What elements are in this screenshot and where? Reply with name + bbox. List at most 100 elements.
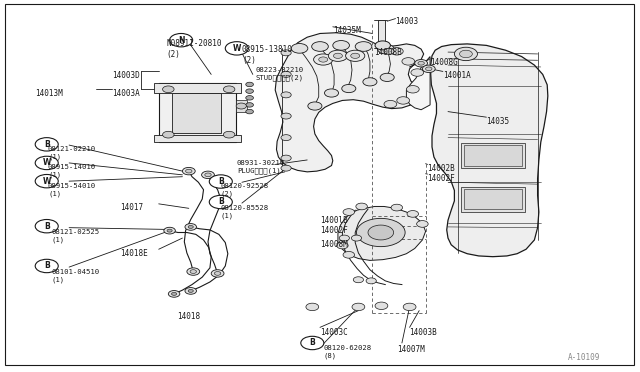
Circle shape	[281, 155, 291, 161]
Text: N: N	[178, 36, 184, 45]
Circle shape	[35, 174, 58, 188]
Text: B: B	[44, 262, 49, 270]
Circle shape	[397, 97, 410, 104]
Circle shape	[342, 84, 356, 93]
Circle shape	[319, 57, 328, 62]
Text: 14003B: 14003B	[410, 328, 437, 337]
Circle shape	[35, 156, 58, 170]
Circle shape	[426, 67, 432, 71]
Text: 08120-62028
(8): 08120-62028 (8)	[323, 345, 371, 359]
Circle shape	[314, 54, 333, 65]
Circle shape	[356, 218, 405, 247]
Bar	[378, 20, 385, 48]
Polygon shape	[275, 33, 424, 172]
Circle shape	[214, 272, 221, 275]
Circle shape	[407, 211, 419, 217]
Circle shape	[246, 103, 253, 107]
Text: 14002B: 14002B	[428, 164, 455, 173]
Circle shape	[187, 268, 200, 275]
Circle shape	[291, 44, 308, 53]
Circle shape	[415, 60, 428, 67]
Circle shape	[225, 42, 248, 55]
Text: 14007M: 14007M	[397, 345, 424, 354]
Circle shape	[422, 65, 435, 73]
Circle shape	[209, 175, 232, 188]
Text: 14008G: 14008G	[430, 58, 458, 67]
Text: W: W	[232, 44, 241, 53]
Circle shape	[368, 225, 394, 240]
Circle shape	[281, 113, 291, 119]
Circle shape	[355, 42, 372, 51]
Text: 08121-02525
(1): 08121-02525 (1)	[51, 229, 99, 243]
Text: 14003A: 14003A	[112, 89, 140, 97]
Text: 08223-82210
STUDスタッド(2): 08223-82210 STUDスタッド(2)	[256, 67, 304, 81]
Circle shape	[170, 33, 193, 47]
Circle shape	[281, 135, 291, 141]
Text: 14035M: 14035M	[333, 26, 360, 35]
Text: 08915-54010
(1): 08915-54010 (1)	[48, 183, 96, 197]
Circle shape	[205, 173, 211, 177]
Circle shape	[35, 259, 58, 273]
Text: A-10109: A-10109	[568, 353, 600, 362]
Circle shape	[202, 171, 214, 179]
Text: 14008B: 14008B	[374, 48, 402, 57]
Circle shape	[375, 41, 390, 50]
Circle shape	[186, 169, 192, 173]
Text: 14008M: 14008M	[320, 240, 348, 249]
Circle shape	[301, 336, 324, 350]
Polygon shape	[406, 57, 430, 110]
Text: 08915-14010
(1): 08915-14010 (1)	[48, 164, 96, 179]
Circle shape	[352, 303, 365, 311]
Circle shape	[378, 44, 394, 54]
Circle shape	[190, 270, 196, 273]
Circle shape	[406, 86, 419, 93]
Circle shape	[343, 209, 355, 215]
Circle shape	[343, 251, 355, 258]
Circle shape	[339, 235, 349, 241]
Circle shape	[167, 229, 172, 232]
Circle shape	[246, 89, 253, 93]
Circle shape	[411, 69, 424, 76]
Text: 08931-30210
PLUGプラグ(1): 08931-30210 PLUGプラグ(1)	[237, 160, 285, 174]
Circle shape	[236, 103, 246, 109]
Text: 14013M: 14013M	[35, 89, 63, 97]
Circle shape	[188, 289, 193, 292]
Circle shape	[337, 242, 348, 249]
Circle shape	[164, 227, 175, 234]
Circle shape	[223, 131, 235, 138]
Circle shape	[351, 235, 362, 241]
Text: 14003: 14003	[396, 17, 419, 26]
Bar	[461, 143, 525, 168]
Text: 08915-13810
(2): 08915-13810 (2)	[242, 45, 292, 65]
Circle shape	[35, 138, 58, 151]
Text: 1400lB: 1400lB	[320, 216, 348, 225]
Circle shape	[163, 131, 174, 138]
Circle shape	[281, 71, 291, 77]
Circle shape	[163, 86, 174, 93]
Circle shape	[454, 47, 477, 61]
Bar	[154, 135, 241, 142]
Bar	[461, 187, 525, 212]
Circle shape	[363, 78, 377, 86]
Circle shape	[366, 278, 376, 284]
Circle shape	[417, 221, 428, 227]
Polygon shape	[338, 206, 426, 260]
Circle shape	[380, 73, 394, 81]
Circle shape	[402, 58, 415, 65]
Circle shape	[403, 303, 416, 311]
Circle shape	[351, 53, 360, 58]
Circle shape	[246, 109, 253, 114]
Circle shape	[384, 48, 394, 54]
Text: W: W	[42, 177, 51, 186]
Circle shape	[353, 277, 364, 283]
Circle shape	[185, 224, 196, 230]
Circle shape	[391, 204, 403, 211]
Bar	[236, 100, 247, 112]
Text: 14035: 14035	[486, 117, 509, 126]
Text: 14017: 14017	[120, 203, 143, 212]
Bar	[464, 145, 522, 166]
Bar	[154, 83, 241, 93]
Circle shape	[188, 225, 193, 228]
Bar	[159, 83, 236, 142]
Circle shape	[418, 61, 424, 65]
